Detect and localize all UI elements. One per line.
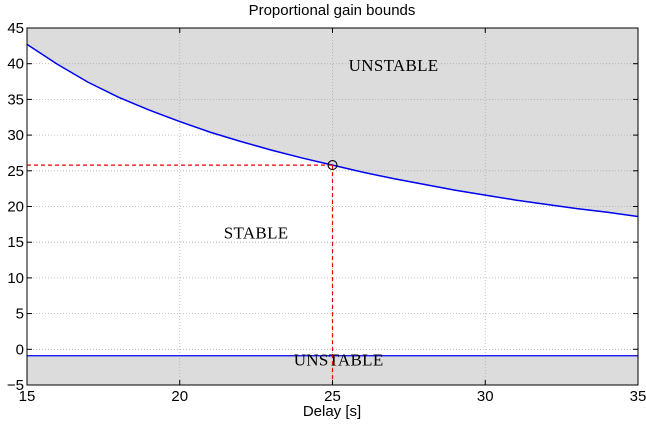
y-tick-label: 15 <box>7 234 24 251</box>
y-tick-label: 10 <box>7 270 24 287</box>
y-tick-label: −5 <box>7 377 24 394</box>
y-tick-label: 0 <box>16 341 24 358</box>
chart-title: Proportional gain bounds <box>249 2 416 19</box>
grid-lines <box>27 28 638 385</box>
operating-point-marker <box>327 160 338 171</box>
x-tick-label: 15 <box>19 388 36 405</box>
axis-ticks: 15 20 25 30 35 −5 0 5 10 15 20 25 30 35 40 45 <box>7 20 646 405</box>
y-tick-label: 20 <box>7 199 24 216</box>
x-tick-label: 20 <box>171 388 188 405</box>
y-tick-label: 5 <box>16 306 24 323</box>
region-label-unstable: UNSTABLE <box>349 56 439 75</box>
y-tick-label: 30 <box>7 127 24 144</box>
y-tick-label: 45 <box>7 20 24 37</box>
y-tick-label: 40 <box>7 56 24 73</box>
x-tick-label: 30 <box>477 388 494 405</box>
region-labels: UNSTABLE STABLE UNSTABLE <box>224 56 439 370</box>
x-axis-label: Delay [s] <box>303 403 361 420</box>
operating-point-guides <box>27 160 338 385</box>
y-tick-label: 25 <box>7 163 24 180</box>
x-tick-label: 35 <box>630 388 646 405</box>
x-tick-label: 25 <box>324 388 341 405</box>
region-label-stable: STABLE <box>224 224 289 243</box>
y-tick-label: 35 <box>7 91 24 108</box>
region-label-unstable: UNSTABLE <box>294 351 384 370</box>
